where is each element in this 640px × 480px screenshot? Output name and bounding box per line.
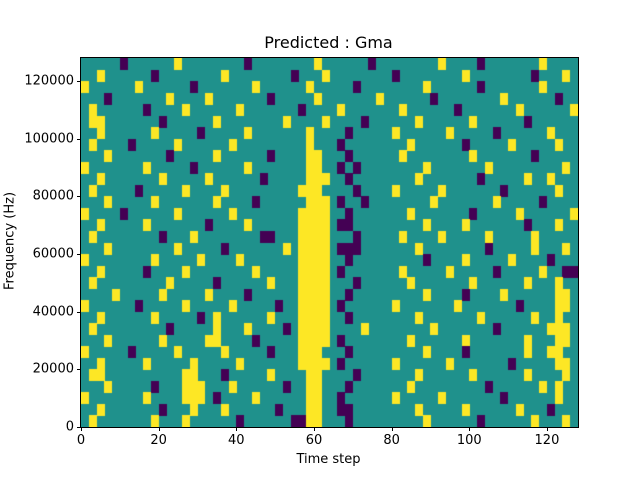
y-tick-label: 120000 (24, 73, 74, 89)
y-tick-mark (77, 369, 81, 371)
y-tick-label: 100000 (24, 131, 74, 147)
y-tick-mark (77, 311, 81, 313)
heatmap-canvas (81, 58, 578, 427)
y-tick-mark (77, 254, 81, 256)
plot-area: 0 20 40 60 80 100 120 0 20000 40000 60000 80000 1000… (24, 57, 579, 448)
y-tick-label: 0 (65, 419, 74, 435)
x-tick-mark (391, 427, 393, 431)
x-tick-label: 60 (305, 433, 323, 448)
chart-title: Predicted : Gma (264, 33, 393, 52)
x-tick-label: 0 (76, 433, 86, 448)
y-tick-label: 20000 (32, 361, 74, 377)
y-tick-mark (77, 427, 81, 428)
x-tick-label: 100 (456, 433, 482, 448)
x-tick-mark (313, 427, 315, 431)
x-tick-mark (469, 427, 471, 431)
x-axis-label: Time step (296, 452, 361, 467)
y-tick-mark (77, 81, 81, 83)
x-tick-mark (158, 427, 160, 431)
y-tick-label: 60000 (32, 246, 74, 262)
y-tick-label: 80000 (32, 188, 74, 204)
y-tick-mark (77, 196, 81, 198)
y-tick-label: 40000 (32, 304, 74, 320)
y-axis-label: Frequency (Hz) (2, 191, 18, 291)
y-tick-mark (77, 138, 81, 140)
x-tick-mark (546, 427, 548, 431)
x-tick-mark (81, 427, 82, 431)
x-tick-label: 80 (383, 433, 400, 448)
x-tick-label: 20 (150, 433, 167, 448)
x-tick-label: 120 (534, 433, 560, 448)
x-tick-label: 40 (228, 433, 245, 448)
x-tick-mark (236, 427, 238, 431)
